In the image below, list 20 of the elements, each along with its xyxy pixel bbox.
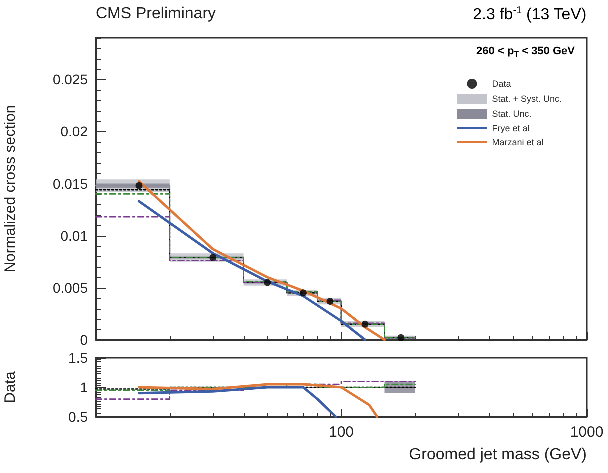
y-tick-label: 1 — [80, 380, 88, 396]
x-tick-label: 1000 — [570, 424, 604, 441]
x-tick-label: 100 — [328, 424, 354, 441]
legend-label: Stat. Unc. — [492, 109, 532, 119]
legend-label: Data — [492, 79, 512, 89]
y-tick-label: 0.025 — [52, 72, 88, 88]
y-tick-label: 0.02 — [60, 124, 88, 140]
y-tick-label: 0 — [80, 332, 88, 348]
y-tick-label: 0.005 — [52, 280, 88, 296]
x-axis-title: Groomed jet mass (GeV) — [409, 446, 587, 464]
y-tick-label: 0.5 — [68, 409, 88, 425]
y-tick-label: 1.5 — [68, 350, 88, 366]
y-axis-title: Data — [2, 371, 19, 404]
y-tick-label: 0.015 — [52, 176, 88, 192]
y-axis-title: Normalized cross section — [2, 105, 19, 273]
legend-label: Frye et al — [492, 124, 530, 134]
chart-title: CMS Preliminary — [96, 6, 216, 22]
legend-label: Marzani et al — [492, 138, 544, 148]
legend-label: Stat. + Syst. Unc. — [492, 94, 562, 104]
y-tick-label: 0.01 — [60, 228, 88, 244]
